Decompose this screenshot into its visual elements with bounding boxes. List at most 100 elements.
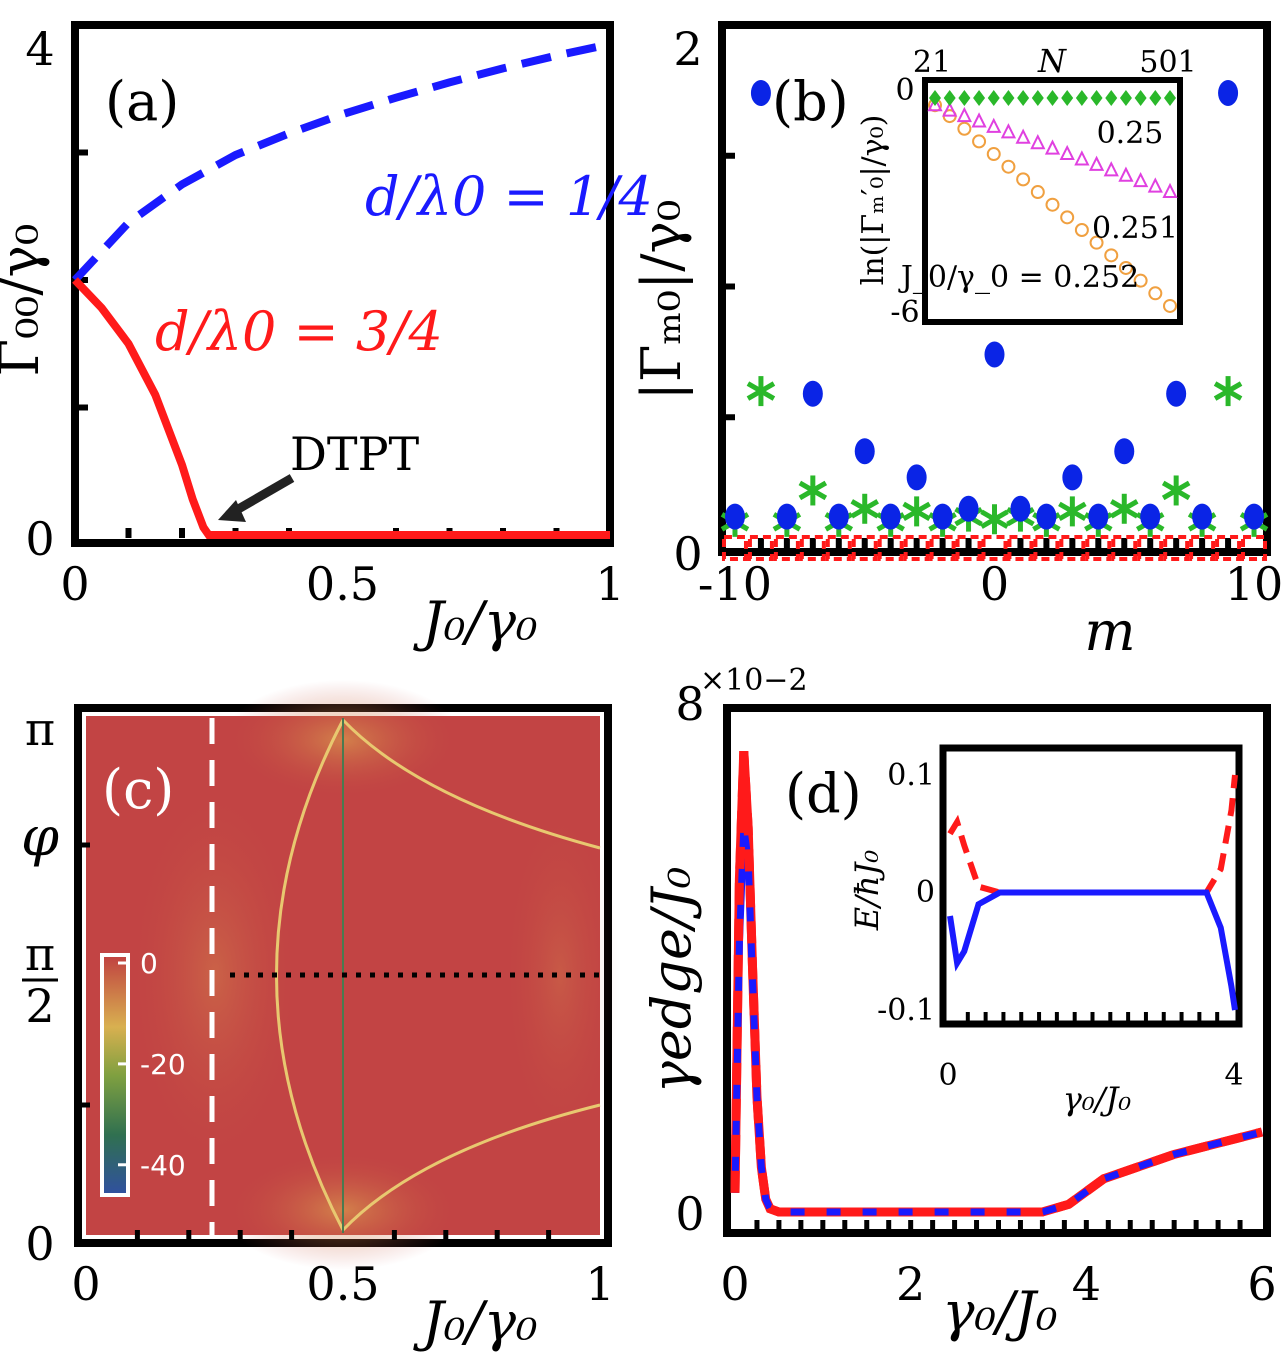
inset-triangle-marker (1044, 139, 1061, 155)
star-stroke (1110, 499, 1139, 519)
square-marker (851, 535, 878, 561)
inset-y-tick-label: 0 (895, 73, 914, 108)
x-tick-label: 0.5 (306, 1257, 379, 1311)
series-line-red-dashed (730, 750, 1264, 1217)
square-marker (929, 535, 956, 561)
square-marker (981, 535, 1008, 561)
y-tick-label: 2 (673, 22, 702, 76)
circle-marker (958, 495, 979, 522)
panel-d-frame (723, 704, 1271, 1237)
inset-y-tick-label: 0.1 (887, 758, 935, 793)
circle-marker (854, 438, 875, 465)
circle-marker (1244, 503, 1265, 530)
inset-diamond-marker (1119, 90, 1132, 106)
inset-diamond-marker (1031, 90, 1044, 106)
circle-marker (1140, 503, 1161, 530)
inset-series-line-2 (947, 889, 1238, 1011)
inset-triangle-marker (1133, 171, 1149, 188)
y-tick-label: 2 (25, 979, 54, 1033)
square-marker (1189, 535, 1216, 561)
star-marker (1213, 376, 1243, 407)
star-stroke (980, 509, 1009, 529)
heatmap-arc-upper-right (341, 718, 601, 850)
star-marker (1058, 496, 1087, 527)
inset-diamond-marker (943, 90, 956, 106)
inset-series-label-3: J_0/γ_0 = 0.252 (898, 260, 1139, 295)
y-axis-label: Γ₀₀/γ₀ (0, 224, 51, 377)
square-marker (903, 535, 930, 561)
panel-a-annotation: DTPT (290, 427, 420, 481)
inset-triangle-marker (1000, 123, 1017, 139)
square-marker (1137, 535, 1164, 561)
colorbar-ticks: 0 -20 -40 (118, 947, 186, 1182)
panel-a-label: (a) (105, 70, 179, 133)
panel-d-scale: ×10−2 (700, 663, 808, 698)
circle-marker (880, 503, 901, 530)
x-tick-label: 0 (720, 1257, 749, 1311)
inset-x-tick-label: 4 (1224, 1058, 1243, 1093)
circle-marker (1166, 380, 1187, 407)
panel-a-plot (72, 40, 611, 539)
inset-series-line-1 (947, 774, 1238, 896)
inset-diamond-marker (1164, 90, 1176, 106)
x-axis-label: J₀/γ₀ (412, 1290, 537, 1352)
heatmap-glow-right (500, 795, 620, 1155)
panel-d-inset-plot: 0 4γ₀/J₀0.10-0.1E/ħJ₀ (848, 758, 1244, 1118)
y-tick-label: π (25, 702, 55, 756)
inset-circle-marker (1001, 159, 1016, 174)
y-tick-label: 0 (25, 512, 54, 566)
inset-diamond-marker (1002, 90, 1015, 106)
inset-triangle-marker (1059, 144, 1075, 161)
star-marker (798, 475, 828, 506)
heatmap-glow-left (125, 775, 305, 1175)
square-marker (825, 535, 852, 561)
inset-triangle-marker (1147, 177, 1163, 193)
inset-circle-marker (986, 147, 1001, 162)
star-marker (980, 504, 1009, 535)
circle-marker (1192, 503, 1213, 530)
square-marker (721, 535, 748, 561)
inset-x-tick-label: 0 (938, 1058, 957, 1093)
inset-triangle-marker (986, 117, 1002, 133)
inset-triangle-marker (1118, 166, 1134, 182)
inset-circle-marker (1148, 286, 1163, 301)
inset-diamond-marker (1075, 90, 1088, 106)
inset-diamond-marker (1046, 90, 1059, 106)
inset-circle-marker (1163, 298, 1177, 313)
square-marker (799, 535, 826, 561)
inset-x-tick-label: 21 (913, 45, 951, 80)
panel-c-heatmap (86, 680, 620, 1270)
inset-triangle-marker (942, 101, 958, 117)
panel-b-plot (720, 79, 1269, 561)
inset-diamond-marker (987, 90, 1000, 106)
panel-a: 0 0.5 1 0 4 J₀/γ₀ Γ₀₀/γ₀ (a) d/λ0 = 1/4 d/λ0 =… (0, 21, 653, 653)
panel-b-frame (718, 21, 1271, 556)
colorbar-tick-label: 0 (140, 947, 158, 980)
x-tick-label: 1 (585, 1257, 614, 1311)
star-marker (850, 493, 879, 524)
colorbar (100, 953, 130, 1197)
circle-marker (828, 503, 849, 530)
panel-d-label: (d) (785, 762, 862, 825)
y-axis-label: γedge/J₀ (640, 867, 703, 1094)
y-tick-label: 0 (25, 1217, 54, 1271)
inset-x-axis-label: N (1037, 42, 1067, 80)
y-axis-label: |Γₘ₀|/γ₀ (630, 200, 693, 401)
inset-triangle-marker (1103, 161, 1119, 177)
inset-circle-marker (1074, 223, 1089, 238)
inset-diamond-marker (1061, 90, 1074, 106)
inset-diamond-marker (1134, 90, 1147, 106)
y-tick-label: 4 (25, 22, 54, 76)
inset-circle-marker (1045, 197, 1060, 212)
circle-marker (750, 79, 771, 106)
y-tick-label: 0 (675, 1187, 704, 1241)
inset-circle-marker (1030, 185, 1045, 200)
inset-diamond-marker (973, 90, 986, 106)
inset-circle-marker (957, 121, 972, 136)
panel-d-plot (730, 750, 1264, 1217)
panel-d-inset-frame (939, 744, 1243, 1028)
square-marker (1111, 535, 1138, 561)
panel-a-series1-label: d/λ0 = 1/4 (365, 165, 653, 228)
square-marker (1085, 535, 1112, 561)
inset-y-axis-label: ln(|Γₘ′₀|/γ₀) (856, 115, 891, 286)
